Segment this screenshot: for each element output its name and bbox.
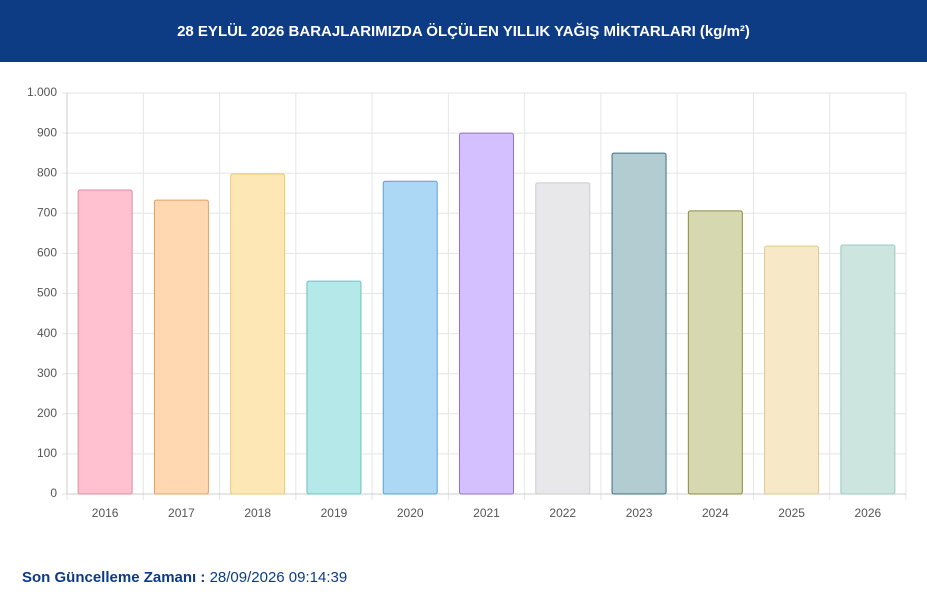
update-label: Son Güncelleme Zamanı :	[22, 569, 206, 586]
y-tick-label: 500	[37, 286, 57, 300]
y-tick-label: 600	[37, 246, 57, 260]
y-tick-label: 700	[37, 205, 57, 219]
y-tick-label: 300	[37, 366, 57, 380]
y-tick-label: 400	[37, 326, 57, 340]
bar	[840, 244, 896, 495]
bar	[230, 173, 286, 495]
x-tick-label: 2016	[92, 506, 119, 520]
x-tick-label: 2018	[244, 506, 271, 520]
y-tick-label: 0	[50, 486, 57, 500]
bar	[611, 152, 667, 495]
x-tick-label: 2020	[397, 506, 424, 520]
x-tick-label: 2024	[702, 506, 729, 520]
y-tick-label: 800	[37, 165, 57, 179]
x-tick-label: 2025	[778, 506, 805, 520]
x-tick-label: 2023	[626, 506, 653, 520]
chart-title: 28 EYLÜL 2026 BARAJLARIMIZDA ÖLÇÜLEN YIL…	[177, 22, 750, 40]
bar	[764, 245, 820, 495]
x-tick-label: 2017	[168, 506, 195, 520]
bar	[382, 180, 438, 495]
header: 28 EYLÜL 2026 BARAJLARIMIZDA ÖLÇÜLEN YIL…	[0, 0, 927, 62]
y-tick-label: 900	[37, 125, 57, 139]
update-time: 28/09/2026 09:14:39	[209, 569, 348, 586]
x-tick-label: 2019	[321, 506, 348, 520]
chart: 0 100 200 300 400 500 600 700 800 900 1.000 2016 201…	[27, 85, 907, 520]
bar	[459, 132, 514, 495]
x-tick-label: 2021	[473, 506, 500, 520]
x-tick-label: 2022	[549, 506, 576, 520]
bar	[153, 199, 209, 495]
footer: Son Güncelleme Zamanı : 28/09/2026 09:14…	[22, 569, 347, 586]
bar	[535, 182, 591, 495]
x-tick-label: 2026	[855, 506, 882, 520]
y-tick-label: 200	[37, 406, 57, 420]
bar	[77, 189, 133, 495]
bar	[687, 210, 743, 495]
y-tick-label: 100	[37, 446, 57, 460]
y-tick-label: 1.000	[27, 85, 57, 99]
bar	[306, 280, 362, 495]
